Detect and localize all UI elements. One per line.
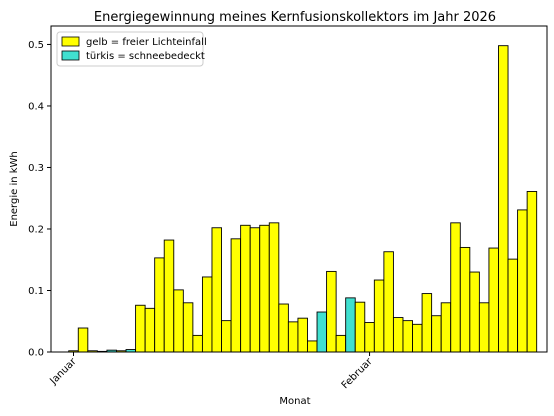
bar-free (163, 239, 175, 353)
bar-free (364, 322, 375, 353)
bar-free (498, 45, 509, 353)
bar-free (469, 271, 480, 353)
bar-free (478, 302, 490, 353)
bar-free (230, 238, 242, 353)
bar-free (287, 321, 299, 353)
bar-free (211, 227, 222, 353)
legend-frame (56, 31, 204, 67)
legend: gelb = freier Lichteinfall türkis = schn… (56, 31, 207, 67)
bar-free (326, 270, 337, 353)
bar-free (450, 222, 461, 353)
bar-free (182, 302, 194, 353)
y-tick-label: 0.4 (28, 101, 44, 112)
bar-free (221, 320, 232, 353)
bar-free (297, 317, 308, 353)
y-axis-label: Energie in kWh (9, 151, 20, 227)
bar-free (144, 307, 156, 353)
y-tick-label: 0.3 (28, 163, 44, 174)
bar-free (240, 224, 251, 353)
bar-snow-covered (316, 311, 328, 353)
legend-swatch-snow (61, 50, 80, 61)
chart-title: Energiegewinnung meines Kernfusionskolle… (94, 10, 496, 25)
bar-free (421, 293, 433, 353)
bar-free (402, 320, 413, 353)
bar-free (507, 258, 519, 353)
bar-free (392, 317, 404, 353)
legend-swatch-free (61, 36, 80, 47)
bar-free (259, 224, 270, 353)
bar-free (173, 289, 184, 353)
bar-free (201, 276, 213, 353)
bar-free (383, 251, 394, 353)
bar-free (268, 222, 280, 353)
bar-free (307, 340, 318, 353)
bar-free (135, 304, 146, 353)
bar-free (517, 209, 528, 353)
y-tick-label: 0.0 (28, 348, 44, 359)
y-tick-label: 0.5 (28, 40, 44, 51)
axes-frame (50, 25, 548, 353)
bar-free (335, 334, 347, 353)
bar-free (77, 327, 89, 353)
legend-label-snow: türkis = schneebedeckt (86, 51, 205, 62)
bar-free (154, 257, 165, 353)
bar-free (354, 301, 366, 353)
bar-free (192, 334, 203, 353)
bar-free (526, 191, 538, 353)
bar-free (488, 247, 499, 353)
bar-free (440, 302, 452, 353)
x-axis-label: Monat (279, 396, 310, 407)
legend-label-free: gelb = freier Lichteinfall (86, 37, 207, 48)
bar-free (459, 246, 471, 353)
bar-free (412, 323, 423, 353)
y-tick-label: 0.2 (28, 224, 44, 235)
bar-free (373, 279, 385, 353)
bar-free (278, 303, 289, 353)
y-tick-label: 0.1 (28, 286, 44, 297)
bar-free (249, 227, 261, 353)
bar-snow-covered (345, 297, 356, 353)
bar-free (431, 315, 442, 353)
